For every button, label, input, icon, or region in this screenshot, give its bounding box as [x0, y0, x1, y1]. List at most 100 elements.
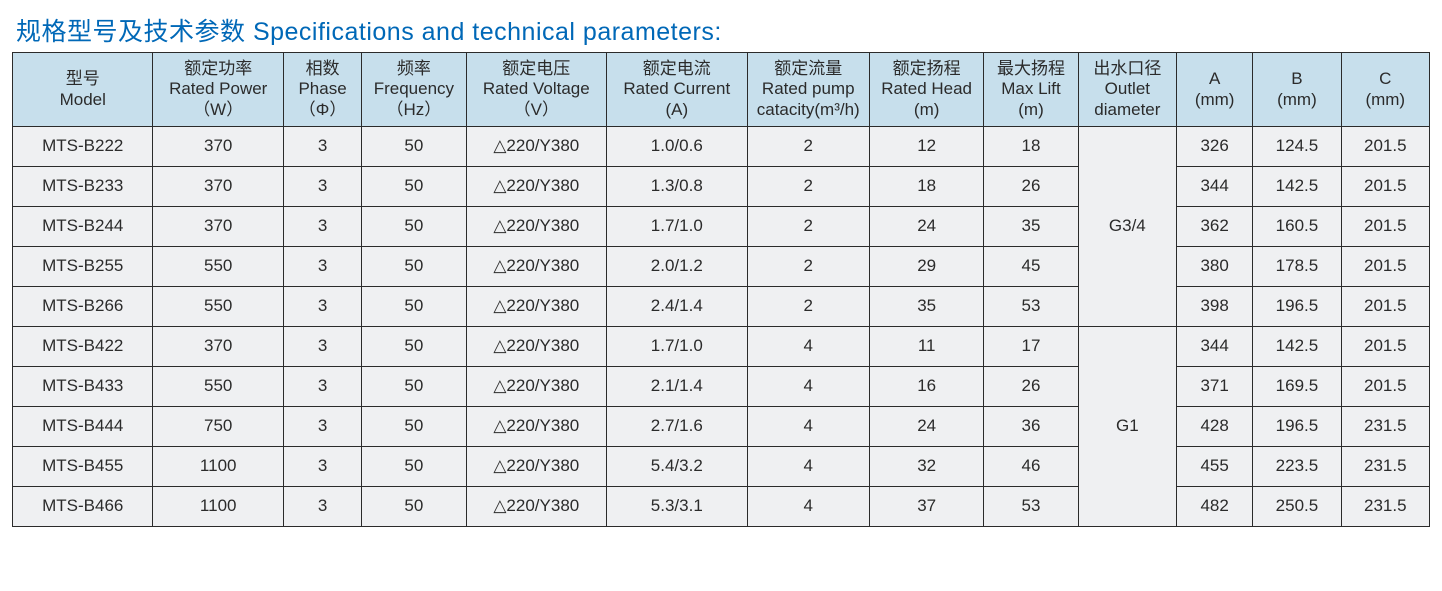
cell-head: 24 — [869, 407, 983, 447]
cell-model: MTS-B222 — [13, 127, 153, 167]
cell-flow: 4 — [747, 327, 869, 367]
cell-phase: 3 — [283, 407, 361, 447]
col-header-phase-unit: （Φ） — [284, 100, 361, 120]
cell-b: 178.5 — [1253, 247, 1341, 287]
table-row: MTS-B233370350△220/Y3801.3/0.82182634414… — [13, 167, 1430, 207]
cell-lift: 18 — [984, 127, 1078, 167]
cell-flow: 2 — [747, 207, 869, 247]
cell-c: 201.5 — [1341, 207, 1429, 247]
table-row: MTS-B444750350△220/Y3802.7/1.64243642819… — [13, 407, 1430, 447]
col-header-phase: 相数Phase（Φ） — [283, 53, 361, 127]
cell-flow: 4 — [747, 487, 869, 527]
cell-c: 201.5 — [1341, 327, 1429, 367]
cell-freq: 50 — [362, 367, 466, 407]
cell-power: 550 — [153, 367, 283, 407]
cell-power: 370 — [153, 127, 283, 167]
cell-a: 428 — [1177, 407, 1253, 447]
cell-a: 371 — [1177, 367, 1253, 407]
cell-curr: 1.7/1.0 — [607, 327, 747, 367]
cell-a: 344 — [1177, 167, 1253, 207]
cell-a: 344 — [1177, 327, 1253, 367]
cell-b: 196.5 — [1253, 287, 1341, 327]
cell-head: 32 — [869, 447, 983, 487]
cell-head: 11 — [869, 327, 983, 367]
cell-flow: 2 — [747, 127, 869, 167]
cell-b: 169.5 — [1253, 367, 1341, 407]
cell-curr: 2.7/1.6 — [607, 407, 747, 447]
cell-b: 250.5 — [1253, 487, 1341, 527]
table-row: MTS-B244370350△220/Y3801.7/1.02243536216… — [13, 207, 1430, 247]
cell-b: 160.5 — [1253, 207, 1341, 247]
cell-phase: 3 — [283, 127, 361, 167]
col-header-b-en: (mm) — [1253, 90, 1340, 110]
cell-curr: 2.0/1.2 — [607, 247, 747, 287]
col-header-flow-en: Rated pump — [748, 79, 869, 99]
cell-c: 231.5 — [1341, 407, 1429, 447]
cell-a: 398 — [1177, 287, 1253, 327]
cell-head: 35 — [869, 287, 983, 327]
col-header-curr: 额定电流Rated Current(A) — [607, 53, 747, 127]
table-header: 型号Model额定功率Rated Power（W）相数Phase（Φ）频率Fre… — [13, 53, 1430, 127]
table-row: MTS-B4551100350△220/Y3805.4/3.2432464552… — [13, 447, 1430, 487]
col-header-phase-cn: 相数 — [284, 59, 361, 79]
col-header-outlet-en: Outlet — [1079, 79, 1176, 99]
cell-phase: 3 — [283, 287, 361, 327]
col-header-outlet-unit: diameter — [1079, 100, 1176, 120]
cell-phase: 3 — [283, 327, 361, 367]
cell-phase: 3 — [283, 167, 361, 207]
col-header-head-en: Rated Head — [870, 79, 983, 99]
cell-freq: 50 — [362, 447, 466, 487]
col-header-volt-unit: （V） — [467, 100, 606, 120]
cell-b: 196.5 — [1253, 407, 1341, 447]
col-header-a-cn: A — [1177, 69, 1252, 89]
cell-head: 37 — [869, 487, 983, 527]
cell-model: MTS-B244 — [13, 207, 153, 247]
cell-phase: 3 — [283, 207, 361, 247]
cell-power: 370 — [153, 167, 283, 207]
spec-table: 型号Model额定功率Rated Power（W）相数Phase（Φ）频率Fre… — [12, 52, 1430, 527]
col-header-a: A(mm) — [1177, 53, 1253, 127]
col-header-lift-cn: 最大扬程 — [984, 59, 1077, 79]
col-header-freq-cn: 频率 — [362, 59, 465, 79]
table-row: MTS-B422370350△220/Y3801.7/1.041117G1344… — [13, 327, 1430, 367]
col-header-volt-en: Rated Voltage — [467, 79, 606, 99]
cell-lift: 26 — [984, 167, 1078, 207]
col-header-b-cn: B — [1253, 69, 1340, 89]
cell-head: 16 — [869, 367, 983, 407]
cell-c: 201.5 — [1341, 167, 1429, 207]
cell-curr: 1.7/1.0 — [607, 207, 747, 247]
cell-volt: △220/Y380 — [466, 407, 606, 447]
col-header-a-en: (mm) — [1177, 90, 1252, 110]
cell-a: 326 — [1177, 127, 1253, 167]
cell-power: 1100 — [153, 447, 283, 487]
cell-lift: 53 — [984, 287, 1078, 327]
cell-curr: 5.4/3.2 — [607, 447, 747, 487]
cell-flow: 4 — [747, 447, 869, 487]
cell-volt: △220/Y380 — [466, 167, 606, 207]
cell-curr: 2.1/1.4 — [607, 367, 747, 407]
cell-a: 380 — [1177, 247, 1253, 287]
cell-volt: △220/Y380 — [466, 247, 606, 287]
col-header-phase-en: Phase — [284, 79, 361, 99]
cell-power: 370 — [153, 207, 283, 247]
page-title: 规格型号及技术参数 Specifications and technical p… — [16, 12, 1430, 48]
cell-freq: 50 — [362, 247, 466, 287]
cell-lift: 36 — [984, 407, 1078, 447]
cell-freq: 50 — [362, 207, 466, 247]
cell-c: 201.5 — [1341, 367, 1429, 407]
cell-b: 142.5 — [1253, 167, 1341, 207]
cell-curr: 5.3/3.1 — [607, 487, 747, 527]
cell-b: 142.5 — [1253, 327, 1341, 367]
col-header-c-cn: C — [1342, 69, 1429, 89]
col-header-c-en: (mm) — [1342, 90, 1429, 110]
col-header-curr-cn: 额定电流 — [607, 59, 746, 79]
col-header-lift: 最大扬程Max Lift(m) — [984, 53, 1078, 127]
cell-flow: 2 — [747, 167, 869, 207]
table-row: MTS-B4661100350△220/Y3805.3/3.1437534822… — [13, 487, 1430, 527]
cell-model: MTS-B233 — [13, 167, 153, 207]
cell-lift: 46 — [984, 447, 1078, 487]
col-header-power-en: Rated Power — [153, 79, 282, 99]
cell-model: MTS-B266 — [13, 287, 153, 327]
cell-flow: 2 — [747, 247, 869, 287]
col-header-freq: 频率Frequency（Hz） — [362, 53, 466, 127]
